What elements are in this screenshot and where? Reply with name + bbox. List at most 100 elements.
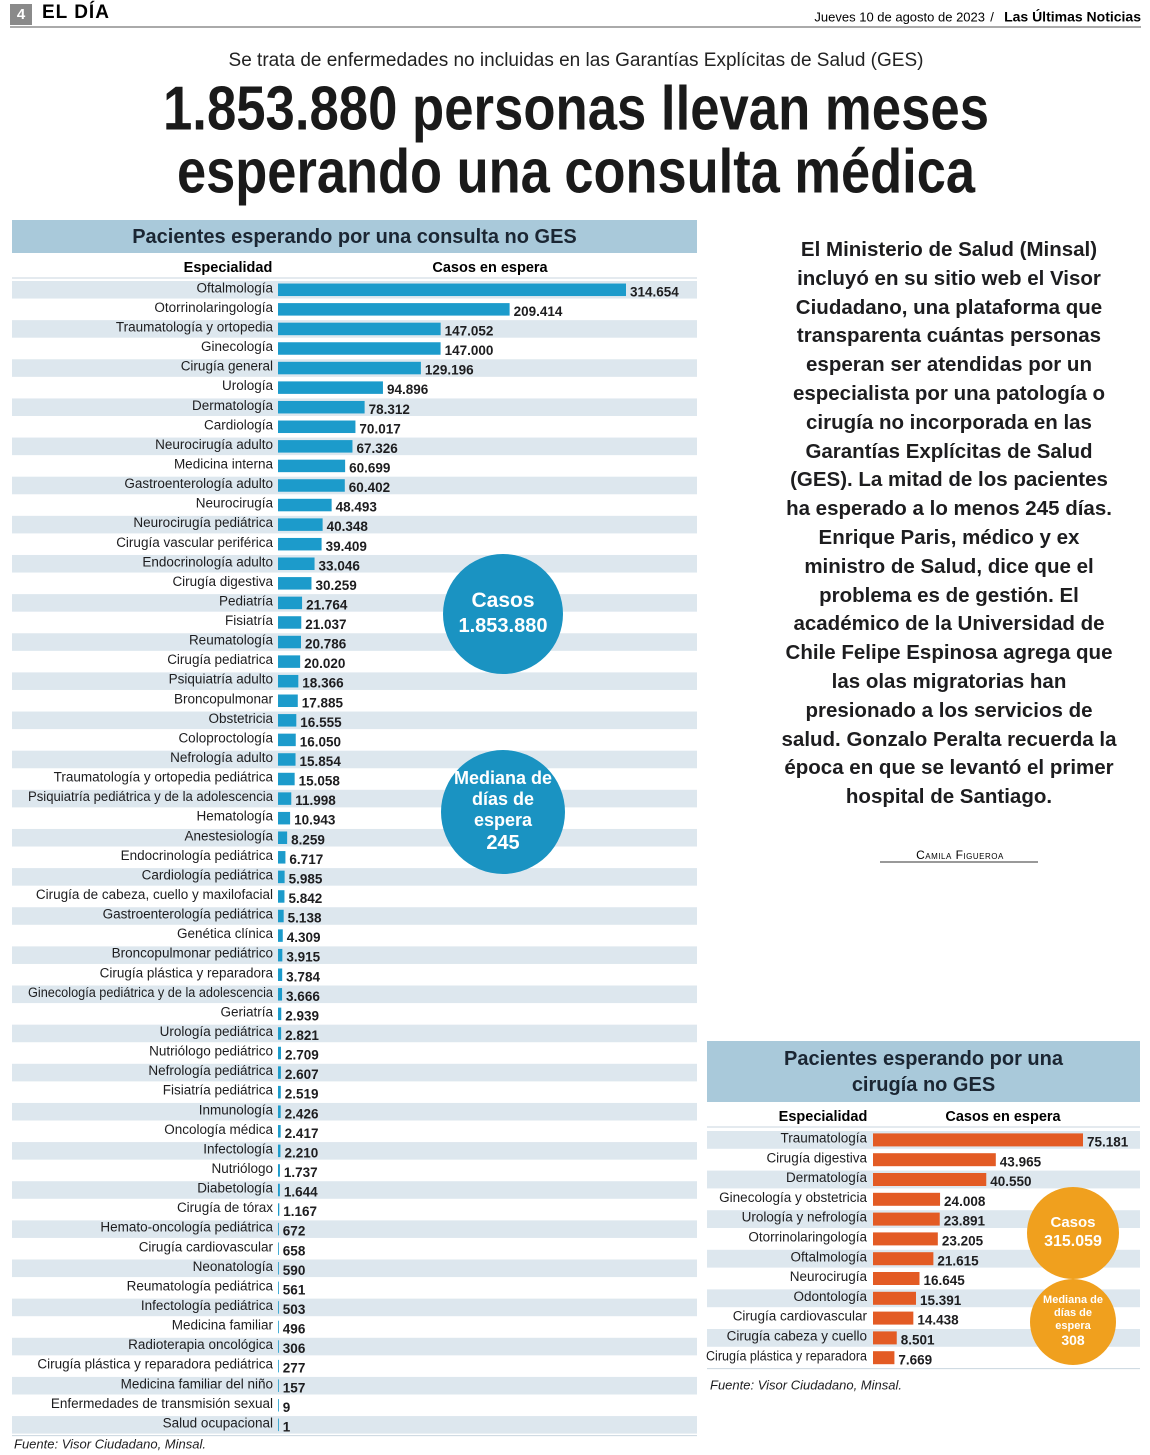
value-label: 658 xyxy=(283,1243,306,1258)
category-label: Dermatología xyxy=(786,1170,868,1185)
chart-title: Pacientes esperando por una consulta no … xyxy=(132,226,577,248)
row-stripe xyxy=(12,907,697,925)
chart-title-band xyxy=(707,1041,1140,1102)
category-label: Psiquiatría adulto xyxy=(169,672,273,687)
value-label: 16.555 xyxy=(300,715,342,730)
row-stripe xyxy=(12,1024,697,1043)
bar xyxy=(278,596,303,610)
category-label: Gastroenterología pediátrica xyxy=(103,907,274,922)
value-label: 3.784 xyxy=(286,969,320,984)
category-label: Cirugía cardiovascular xyxy=(139,1239,274,1254)
value-label: 590 xyxy=(283,1263,306,1278)
category-label: Odontología xyxy=(793,1289,867,1304)
category-label: Medicina interna xyxy=(174,456,274,471)
category-label: Oftalmología xyxy=(196,280,273,295)
bar xyxy=(278,1105,281,1118)
value-label: 8.259 xyxy=(291,832,325,847)
bar xyxy=(278,381,383,394)
bar xyxy=(278,1222,279,1236)
category-label: Cirugía vascular periférica xyxy=(116,535,273,550)
bar xyxy=(278,1262,279,1275)
category-label: Neurocirugía xyxy=(790,1269,868,1284)
value-label: 18.366 xyxy=(302,676,344,691)
category-label: Nutriólogo pediátrico xyxy=(149,1044,273,1059)
value-label: 20.786 xyxy=(305,637,347,652)
category-label: Cirugía digestiva xyxy=(172,574,273,589)
bar xyxy=(278,283,626,297)
value-label: 78.312 xyxy=(369,402,410,417)
bar xyxy=(278,792,292,805)
value-label: 15.391 xyxy=(920,1293,962,1308)
bar xyxy=(278,1301,279,1314)
row-stripe xyxy=(12,1181,697,1199)
category-label: Cirugía pediatrica xyxy=(167,652,273,667)
callout: Mediana de días de espera 245 xyxy=(441,750,565,874)
category-label: Psiquiatría pediátrica y de la adolescen… xyxy=(28,789,273,804)
value-label: 2.821 xyxy=(285,1028,319,1043)
bar xyxy=(278,890,285,903)
bar xyxy=(278,498,332,512)
value-label: 503 xyxy=(283,1302,306,1317)
value-label: 6.717 xyxy=(289,852,323,867)
bar xyxy=(278,577,312,590)
row-stripe xyxy=(12,1337,697,1356)
value-label: 11.998 xyxy=(295,793,336,808)
bar xyxy=(278,1399,279,1412)
category-label: Cirugía plástica y reparadora xyxy=(706,1348,867,1363)
value-label: 20.020 xyxy=(304,656,345,671)
category-label: Radioterapia oncológica xyxy=(128,1337,273,1352)
category-label: Traumatología y ortopedia xyxy=(116,319,274,334)
value-label: 39.409 xyxy=(326,539,367,554)
category-label: Hematología xyxy=(196,809,273,824)
category-label: Cirugía plástica y reparadora xyxy=(100,965,274,980)
column-header: Casos en espera xyxy=(945,1109,1061,1125)
bar xyxy=(278,1359,279,1373)
category-label: Nutriólogo xyxy=(211,1161,273,1176)
value-label: 1 xyxy=(283,1419,291,1434)
value-label: 147.000 xyxy=(445,343,494,358)
value-label: 43.965 xyxy=(1000,1154,1042,1169)
bar xyxy=(278,616,302,629)
issue-date: Jueves 10 de agosto de 2023 xyxy=(814,9,985,24)
value-label: 314.654 xyxy=(630,284,679,299)
callout: Casos 315.059 xyxy=(1027,1187,1119,1279)
category-label: Urología pediátrica xyxy=(160,1024,274,1039)
value-label: 40.550 xyxy=(990,1174,1031,1189)
category-label: Genética clínica xyxy=(177,926,274,941)
bar xyxy=(278,361,421,375)
value-label: 496 xyxy=(283,1322,306,1337)
value-label: 17.885 xyxy=(302,695,344,710)
category-label: Cardiología pediátrica xyxy=(142,867,274,882)
bar xyxy=(278,851,286,864)
bar xyxy=(873,1311,914,1325)
value-label: 129.196 xyxy=(425,363,474,378)
header-separator: / xyxy=(990,9,994,24)
category-label: Pediatría xyxy=(219,593,274,608)
bar xyxy=(278,714,297,727)
value-label: 14.438 xyxy=(917,1313,959,1328)
value-label: 2.210 xyxy=(284,1145,318,1160)
category-label: Obstetricia xyxy=(208,711,273,726)
bar xyxy=(873,1133,1083,1147)
category-label: Urología y nefrología xyxy=(742,1210,868,1225)
bar xyxy=(278,753,296,766)
category-label: Neurocirugía adulto xyxy=(155,437,273,452)
column-header: Casos en espera xyxy=(432,260,548,276)
value-label: 40.348 xyxy=(327,519,369,534)
category-label: Neurocirugía pediátrica xyxy=(133,515,273,530)
bar xyxy=(278,1085,281,1099)
row-stripe xyxy=(12,828,697,847)
value-label: 5.985 xyxy=(289,871,323,886)
value-label: 147.052 xyxy=(445,323,494,338)
category-label: Diabetología xyxy=(197,1181,273,1196)
callout: Casos 1.853.880 xyxy=(443,554,563,674)
value-label: 9 xyxy=(283,1400,291,1415)
category-label: Geriatría xyxy=(220,1004,273,1019)
bar xyxy=(278,1281,279,1295)
callout-label: Casos xyxy=(1050,1214,1096,1232)
category-label: Medicina familiar xyxy=(172,1318,274,1333)
value-label: 2.709 xyxy=(285,1048,319,1063)
category-label: Otorrinolaringología xyxy=(748,1229,867,1244)
